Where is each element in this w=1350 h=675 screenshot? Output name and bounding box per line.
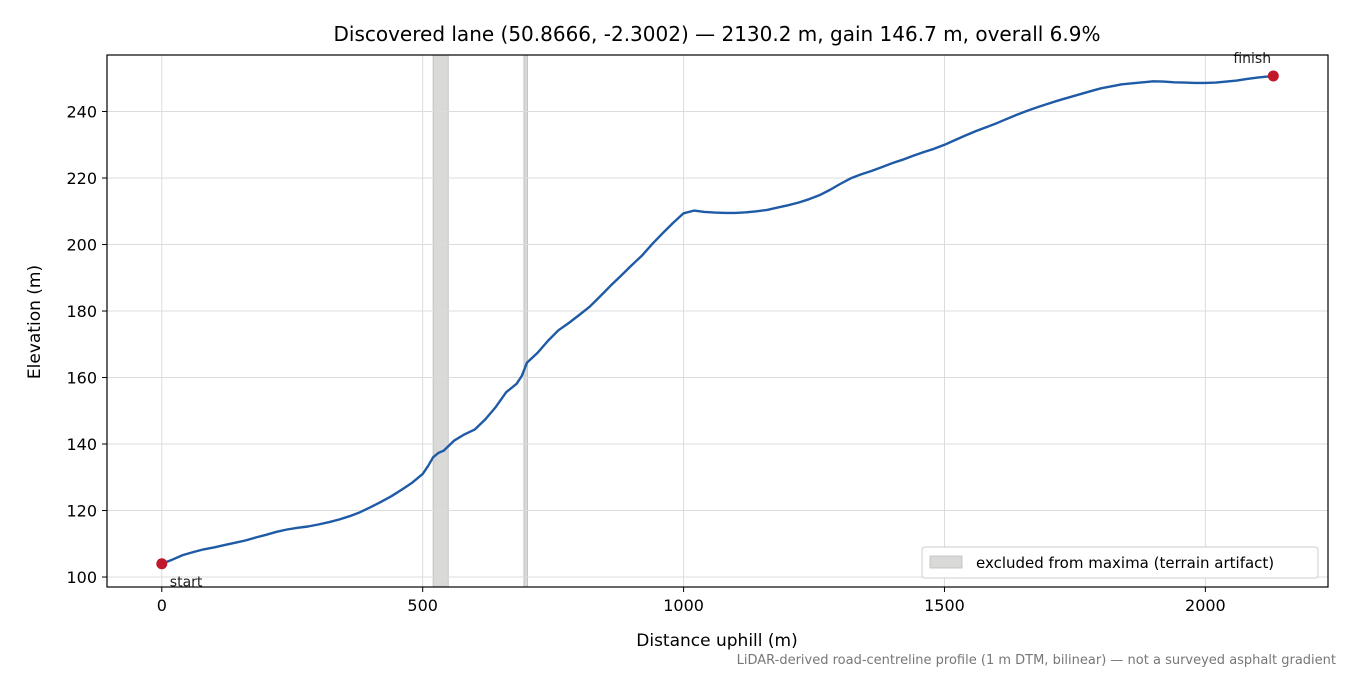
gridlines <box>107 55 1328 587</box>
finish-label: finish <box>1233 51 1271 67</box>
x-tick-label: 2000 <box>1185 596 1226 615</box>
x-tick-label: 1500 <box>924 596 965 615</box>
x-tick-label: 1000 <box>663 596 704 615</box>
start-label: start <box>170 575 203 591</box>
excluded-band-1 <box>523 54 528 588</box>
y-tick-label: 240 <box>66 103 97 122</box>
y-tick-label: 120 <box>66 502 97 521</box>
excluded-band-0 <box>432 54 449 588</box>
x-tick-label: 500 <box>407 596 438 615</box>
endpoint-markers: start finish <box>156 51 1279 591</box>
legend-swatch-excluded <box>929 555 963 569</box>
excluded-bands <box>432 54 528 588</box>
y-axis-ticks: 100 120 140 160 180 200 220 240 <box>66 103 107 587</box>
y-tick-label: 100 <box>66 568 97 587</box>
legend-box <box>921 546 1319 579</box>
chart-title: Discovered lane (50.8666, -2.3002) — 213… <box>333 22 1100 46</box>
y-tick-label: 220 <box>66 169 97 188</box>
series-layer <box>161 74 1274 565</box>
elevation-line-0 <box>161 74 1274 565</box>
legend-label-excluded: excluded from maxima (terrain artifact) <box>976 554 1274 572</box>
y-tick-label: 180 <box>66 302 97 321</box>
x-axis-ticks: 0 500 1000 1500 2000 <box>157 587 1226 615</box>
plot-frame <box>106 54 1329 588</box>
y-tick-label: 200 <box>66 236 97 255</box>
x-axis-label: Distance uphill (m) <box>636 631 797 651</box>
footnote: LiDAR-derived road-centreline profile (1… <box>737 653 1336 668</box>
y-tick-label: 140 <box>66 435 97 454</box>
finish-marker <box>1267 70 1279 82</box>
y-axis-label: Elevation (m) <box>25 265 45 379</box>
legend: excluded from maxima (terrain artifact) <box>921 546 1319 579</box>
x-tick-label: 0 <box>157 596 167 615</box>
start-marker <box>156 558 168 570</box>
y-tick-label: 160 <box>66 369 97 388</box>
